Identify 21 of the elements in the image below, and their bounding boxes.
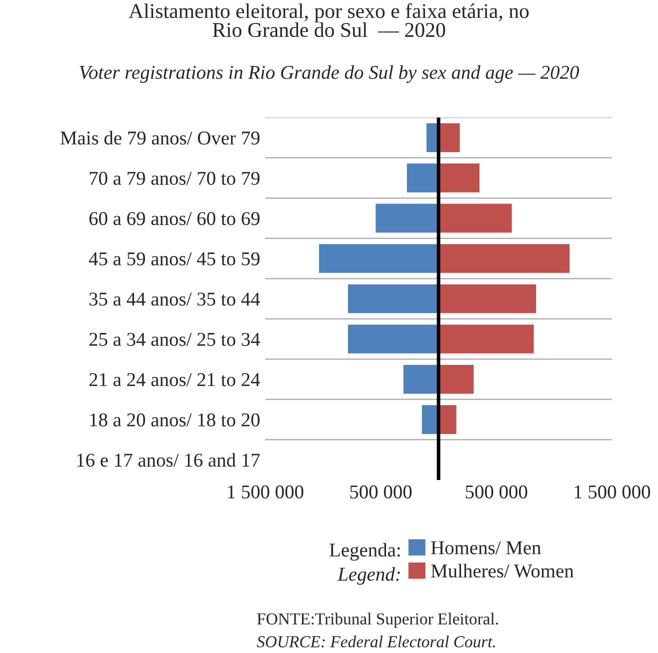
y-tick-label: Mais de 79 anos/ Over 79	[60, 130, 260, 145]
y-tick-label: 25 a 34 anos/ 25 to 34	[89, 332, 260, 346]
y-tick-label: 45 a 59 anos/ 45 to 59	[88, 252, 260, 266]
legend-label: Mulheres/ Women	[431, 564, 574, 578]
x-tick-label: 500 000	[350, 485, 412, 498]
source-note: FONTE:Tribunal Superior Eleitoral.	[257, 612, 498, 628]
y-tick-label: 35 a 44 anos/ 35 to 44	[89, 292, 260, 306]
legend-label: Homens/ Men	[431, 541, 541, 554]
x-tick-label: 500 000	[466, 485, 528, 498]
y-tick-label: 21 a 24 anos/ 21 to 24	[89, 373, 260, 386]
source-note: SOURCE: Federal Electoral Court.	[256, 636, 495, 648]
chart-title: Alistamento eleitoral, por sexo e faixa etária, no Rio Grande do Sul — 2020	[128, 3, 529, 38]
y-tick-label: 60 a 69 anos/ 60 to 69	[89, 212, 260, 226]
y-tick-label: 18 a 20 anos/ 18 to 20	[90, 413, 260, 426]
text: Legenda:	[330, 542, 400, 561]
text: Legend:	[337, 567, 400, 585]
y-tick-label: 16 e 17 anos/ 16 and 17	[77, 453, 260, 467]
x-tick-label: 1 500 000	[574, 485, 650, 498]
chart-subtitle: Voter registrations in Rio Grande do Sul by sex and age — 2020	[80, 65, 579, 83]
x-tick-label: 1 500 000	[228, 485, 304, 498]
y-tick-label: 70 a 79 anos/ 70 to 79	[90, 172, 260, 185]
